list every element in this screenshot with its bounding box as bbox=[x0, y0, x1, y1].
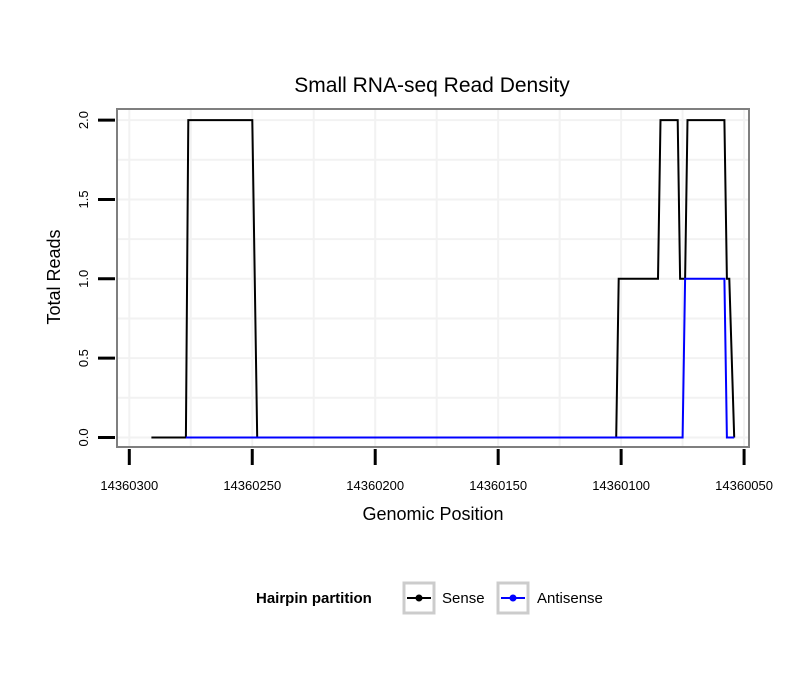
y-axis: 0.0 0.5 1.0 1.5 2.0 bbox=[76, 111, 115, 447]
x-tick-label: 14360050 bbox=[715, 478, 773, 493]
series-line-antisense bbox=[185, 277, 735, 439]
x-axis-label: Genomic Position bbox=[362, 504, 503, 524]
y-axis-label: Total Reads bbox=[44, 229, 64, 324]
y-tick-label: 0.5 bbox=[76, 349, 91, 367]
legend-point-antisense bbox=[509, 594, 517, 602]
y-tick-label: 2.0 bbox=[76, 111, 91, 129]
y-tick-label: 1.0 bbox=[76, 270, 91, 288]
x-tick-label: 14360200 bbox=[346, 478, 404, 493]
legend-item-antisense: Antisense bbox=[496, 581, 603, 615]
legend: Hairpin partition Sense Antisense bbox=[256, 581, 603, 615]
x-tick-label: 14360100 bbox=[592, 478, 650, 493]
x-axis: 14360300 14360250 14360200 14360150 14360100… bbox=[100, 449, 773, 493]
x-tick-label: 14360150 bbox=[469, 478, 527, 493]
legend-label-antisense: Antisense bbox=[537, 590, 603, 607]
legend-label-sense: Sense bbox=[442, 590, 485, 607]
y-tick-label: 0.0 bbox=[76, 428, 91, 446]
plot-border bbox=[116, 108, 750, 448]
legend-item-sense: Sense bbox=[402, 581, 485, 615]
legend-point-sense bbox=[415, 594, 423, 602]
y-tick-label: 1.5 bbox=[76, 190, 91, 208]
legend-title: Hairpin partition bbox=[256, 590, 372, 607]
x-tick-label: 14360300 bbox=[100, 478, 158, 493]
series-layer bbox=[151, 119, 736, 439]
x-tick-label: 14360250 bbox=[223, 478, 281, 493]
series-line-sense bbox=[151, 119, 736, 439]
chart-title: Small RNA-seq Read Density bbox=[294, 74, 570, 97]
